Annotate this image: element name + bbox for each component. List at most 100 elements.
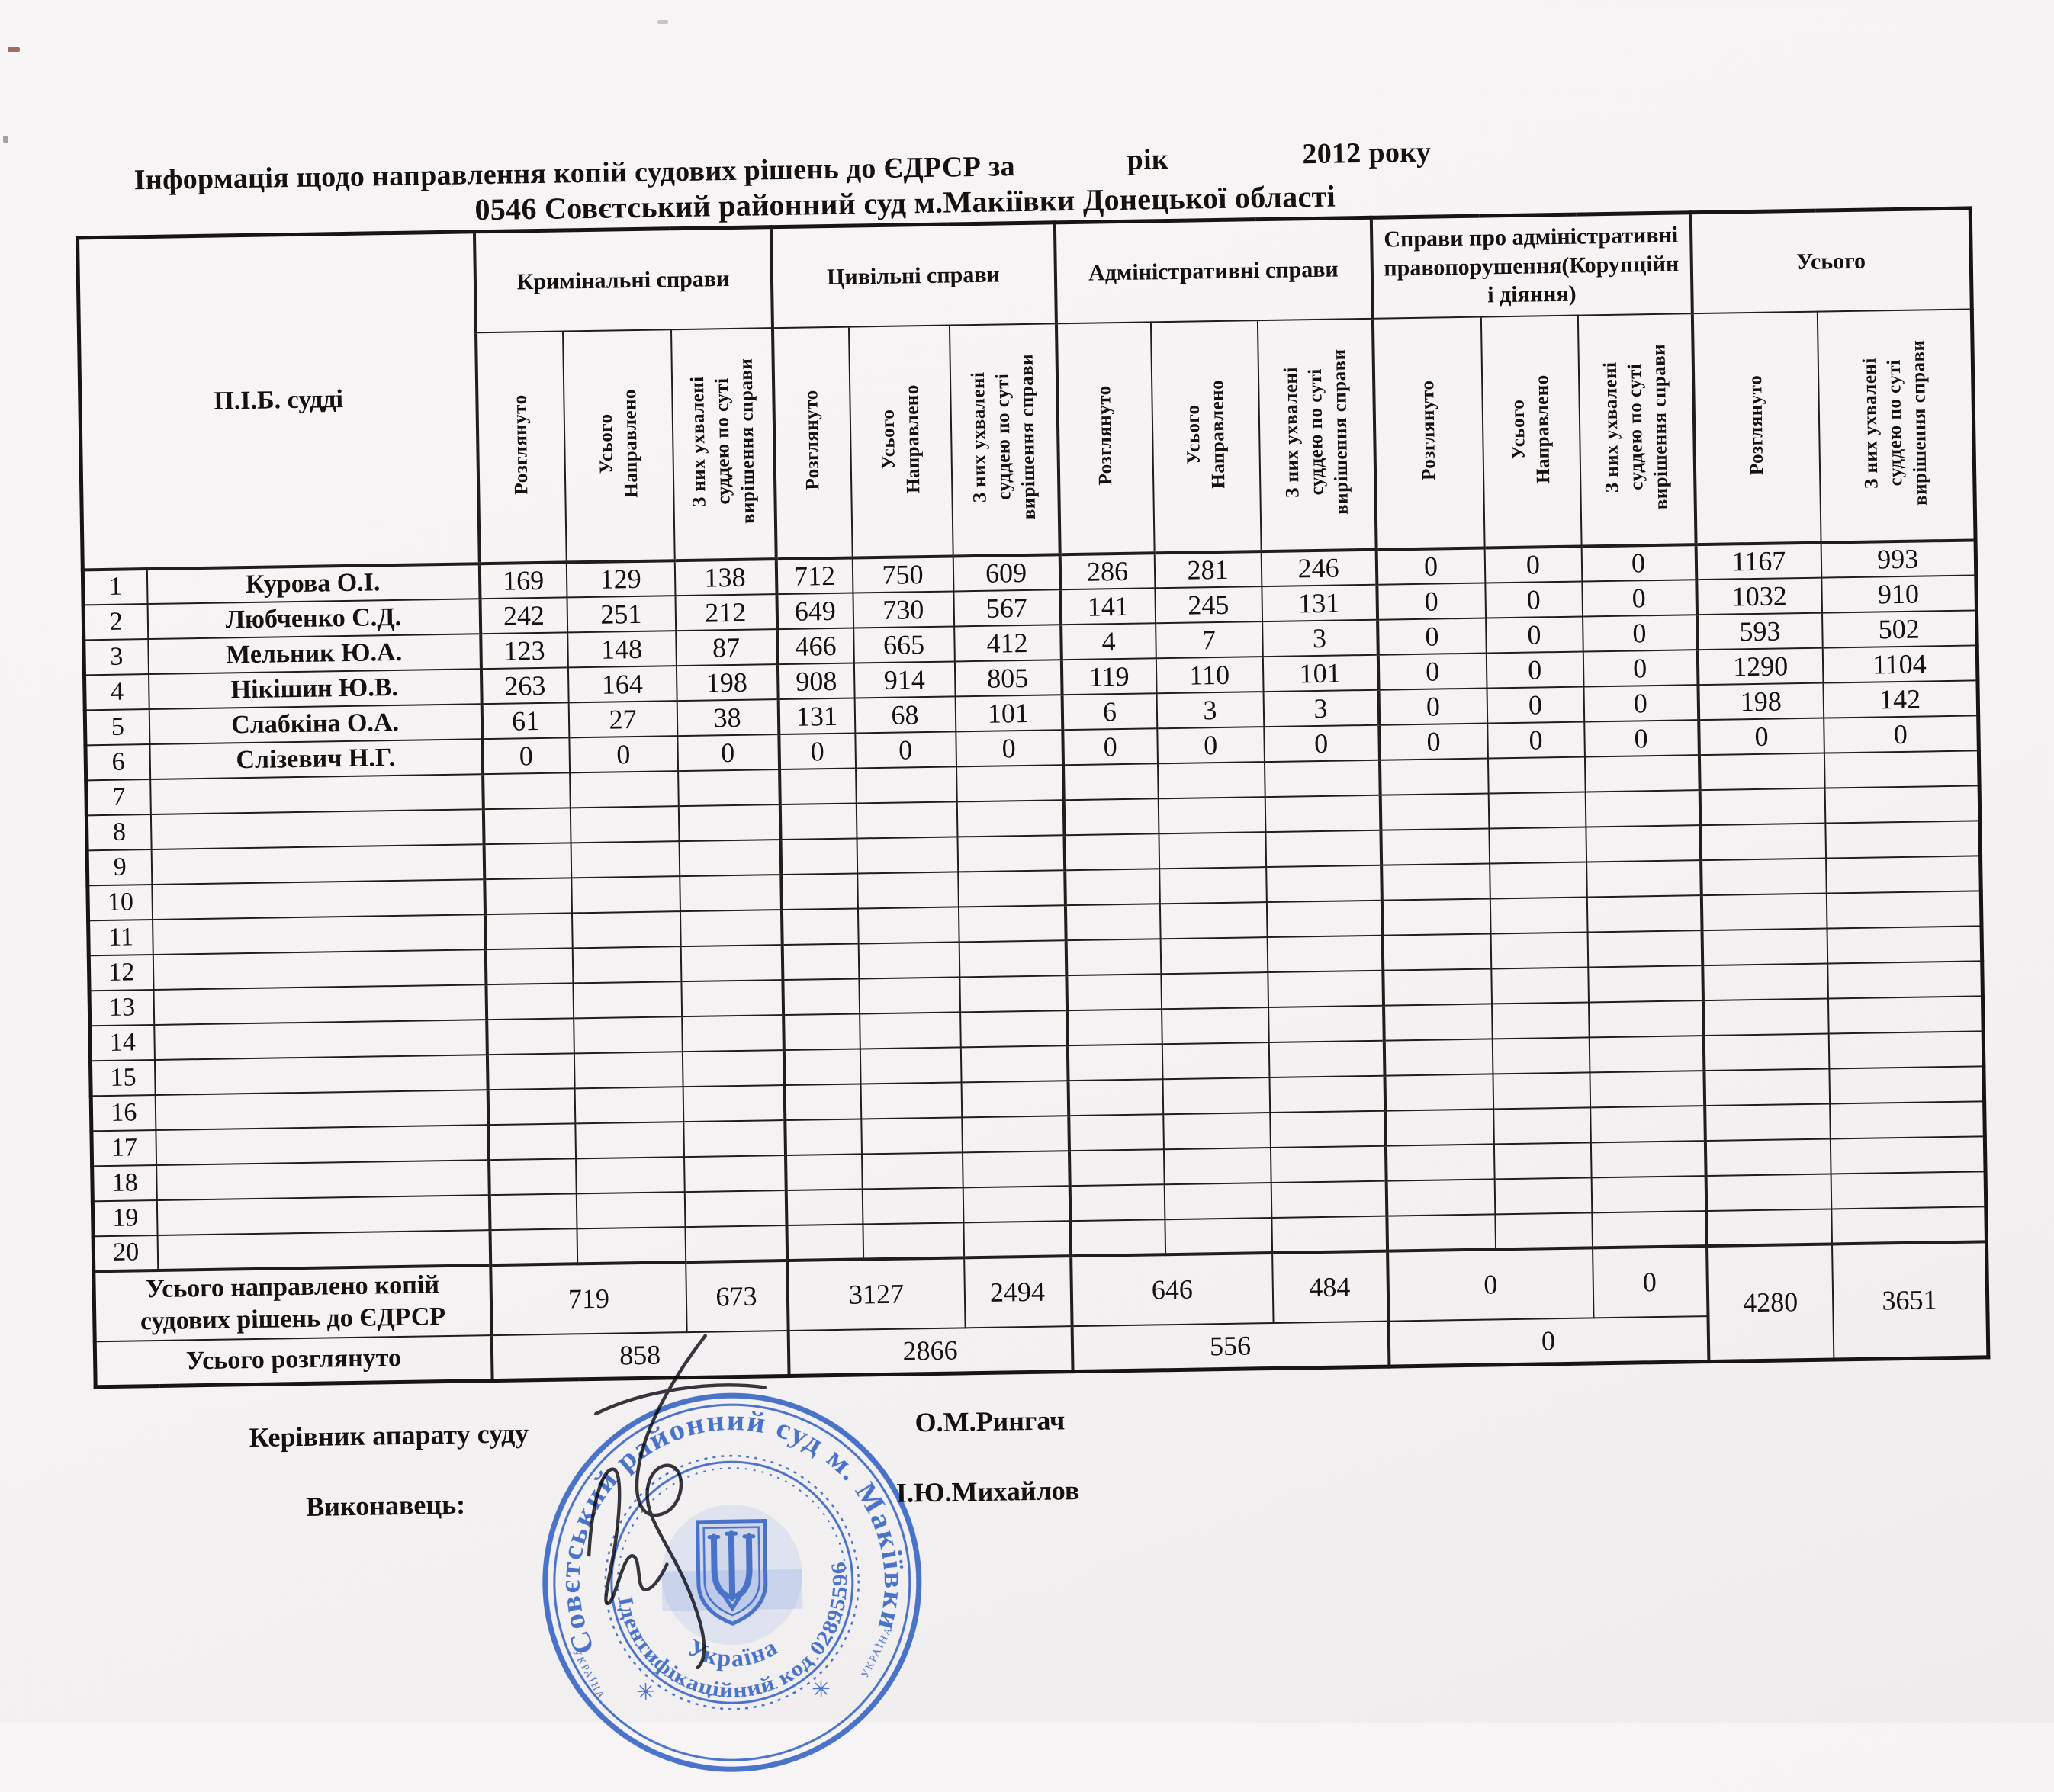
- value-cell: [1064, 868, 1160, 905]
- value-cell: [779, 803, 857, 840]
- value-cell: [1063, 833, 1159, 870]
- row-number: 11: [88, 919, 153, 955]
- value-cell: [1590, 1140, 1706, 1177]
- value-cell: [1699, 823, 1826, 860]
- subheader-admin-decided: З них ухвалені суддею по суті вирішення …: [1257, 318, 1377, 551]
- value-cell: [573, 1016, 683, 1053]
- value-cell: [1162, 1077, 1270, 1114]
- rotated-label: Усього Направлено: [1507, 374, 1554, 483]
- value-cell: [1264, 760, 1381, 797]
- value-cell: [1384, 1038, 1493, 1076]
- group-header-total: Усього: [1690, 207, 1972, 313]
- value-cell: [956, 764, 1064, 801]
- subheader-civil-reviewed: Розглянуто: [772, 326, 853, 559]
- value-cell: [1589, 1070, 1705, 1107]
- value-cell: [857, 906, 959, 943]
- summary-sent-label: Усього направлено копій судових рішень д…: [93, 1264, 492, 1341]
- value-cell: [576, 1191, 685, 1228]
- value-cell: [678, 804, 781, 841]
- value-cell: [1824, 820, 1981, 859]
- row-number: 20: [93, 1235, 158, 1271]
- value-cell: [1269, 1075, 1385, 1113]
- row-number: 5: [85, 708, 149, 745]
- subheader-criminal-sent: Усього Направлено: [562, 329, 675, 562]
- value-cell: [1492, 1036, 1590, 1074]
- value-cell: [681, 1014, 784, 1052]
- value-cell: 0: [1485, 616, 1583, 654]
- value-cell: 0: [1486, 651, 1584, 689]
- value-cell: 6: [1062, 692, 1157, 730]
- value-cell: [957, 869, 1066, 907]
- judge-name: Нікішин Ю.В.: [148, 668, 482, 709]
- value-cell: 0: [1823, 715, 1979, 753]
- value-cell: [783, 1048, 861, 1085]
- value-cell: [1266, 900, 1383, 937]
- value-cell: 0: [1583, 684, 1699, 722]
- value-cell: [683, 1084, 785, 1122]
- value-cell: [785, 1153, 863, 1190]
- value-cell: 131: [778, 698, 855, 734]
- value-cell: 593: [1696, 612, 1823, 650]
- value-cell: 567: [953, 589, 1061, 626]
- value-cell: [1705, 1208, 1832, 1246]
- judge-name: [155, 1124, 489, 1165]
- value-cell: 0: [1698, 718, 1824, 755]
- summary-cell: 0: [1592, 1245, 1708, 1318]
- judge-name: [151, 878, 485, 920]
- value-cell: 0: [1484, 581, 1583, 618]
- value-cell: [1829, 1100, 1985, 1139]
- value-cell: [1164, 1182, 1271, 1219]
- value-cell: [1831, 1171, 1986, 1209]
- row-number: 4: [84, 673, 149, 710]
- value-cell: [1164, 1217, 1272, 1254]
- value-cell: [484, 877, 572, 914]
- value-cell: [1703, 1033, 1829, 1071]
- value-cell: [1827, 925, 1982, 964]
- value-cell: 0: [1376, 583, 1486, 620]
- rotated-label: Усього Направлено: [877, 384, 924, 493]
- value-cell: 3: [1156, 691, 1264, 728]
- rotated-label: З них ухвалені суддею по суті вирішення …: [1599, 344, 1672, 510]
- value-cell: 3: [1263, 689, 1379, 727]
- value-cell: [1487, 756, 1586, 793]
- value-cell: [1702, 998, 1829, 1036]
- value-cell: [574, 1051, 683, 1088]
- value-cell: [780, 838, 857, 875]
- value-cell: 0: [1582, 614, 1698, 652]
- value-cell: 0: [1377, 618, 1487, 655]
- value-cell: [572, 946, 681, 983]
- corner-header: П.І.Б. судді: [77, 231, 480, 570]
- value-cell: [1270, 1145, 1387, 1183]
- value-cell: [855, 766, 957, 804]
- judge-name: [154, 1054, 488, 1095]
- row-number: 18: [92, 1164, 157, 1201]
- value-cell: 129: [566, 560, 675, 597]
- value-cell: 0: [1484, 546, 1582, 583]
- rotated-label: З них ухвалені суддею по суті вирішення …: [967, 354, 1040, 520]
- value-cell: [1590, 1105, 1705, 1142]
- value-cell: [959, 975, 1067, 1012]
- value-cell: [1383, 1003, 1493, 1041]
- value-cell: [490, 1228, 577, 1265]
- value-cell: [860, 1081, 962, 1119]
- value-cell: [862, 1187, 963, 1224]
- summary-cell: 2866: [788, 1325, 1073, 1376]
- value-cell: 281: [1154, 551, 1262, 588]
- value-cell: [484, 912, 573, 949]
- scan-artifact: [3, 136, 8, 143]
- value-cell: [781, 907, 859, 945]
- value-cell: 0: [1487, 686, 1584, 724]
- judge-name: Любченко С.Д.: [147, 598, 481, 639]
- judge-name: Курова О.І.: [146, 563, 481, 604]
- stamp-star-right: ✳: [812, 1677, 831, 1702]
- value-cell: 212: [674, 593, 777, 631]
- group-header-corruption: Справи про адміністративні правопорушенн…: [1371, 212, 1692, 319]
- value-cell: [1159, 866, 1267, 904]
- value-cell: [959, 1010, 1068, 1047]
- value-cell: [1704, 1103, 1831, 1141]
- value-cell: [1066, 938, 1161, 975]
- summary-reviewed-label: Усього розглянуто: [95, 1334, 493, 1387]
- table-body: 1 Курова О.І. 169 129 138 712 750 609 286 281 246 0…: [82, 539, 1987, 1271]
- value-cell: 0: [1378, 688, 1487, 725]
